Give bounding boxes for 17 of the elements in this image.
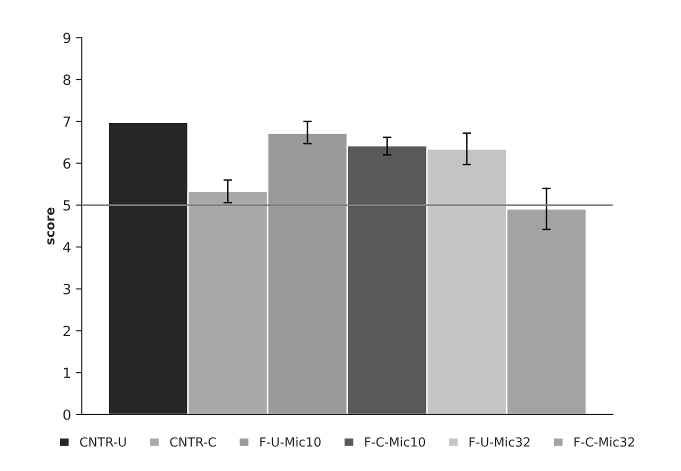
legend-label: F-C-Mic10 <box>365 437 426 447</box>
y-tick-label: 2 <box>63 326 70 336</box>
legend-label: F-U-Mic10 <box>260 437 321 447</box>
y-tick-label: 7 <box>64 116 70 127</box>
legend-label: CNTR-U <box>80 437 126 447</box>
y-tick-label: 1 <box>64 368 70 378</box>
legend-label: CNTR-C <box>170 437 216 447</box>
y-tick-label: 4 <box>63 242 71 252</box>
y-tick-label: 0 <box>63 409 70 420</box>
y-axis-title: score <box>47 208 54 244</box>
y-tick-label: 9 <box>63 32 70 44</box>
legend-label: F-C-Mic32 <box>574 437 634 447</box>
y-tick-label: 8 <box>63 74 70 86</box>
y-tick-label: 6 <box>63 158 70 169</box>
y-tick-label: 5 <box>64 200 70 211</box>
y-tick-label: 3 <box>64 284 70 294</box>
legend-label: F-U-Mic32 <box>470 437 530 447</box>
